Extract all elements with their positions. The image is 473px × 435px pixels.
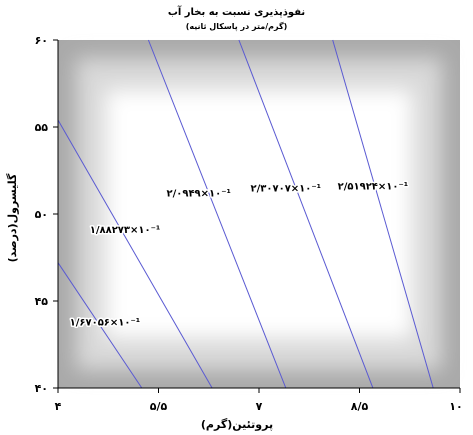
- contour-label-halo: ۱/۶۷۰۵۶×۱۰⁻¹: [70, 317, 141, 328]
- contour-labels: ۱/۶۷۰۵۶×۱۰⁻¹۱/۶۷۰۵۶×۱۰⁻¹۱/۸۸۲۷۳×۱۰⁻¹۱/۸۸…: [68, 180, 410, 330]
- contour-line-4: [238, 39, 374, 389]
- chart-title-block: نفوذپذیری نسبت به بخار آب (گرم/متر در پا…: [0, 0, 473, 38]
- x-tick-label: ۷: [256, 400, 263, 413]
- y-tick-label: ۶۰: [35, 34, 48, 47]
- contour-label-halo: ۲/۰۹۴۹×۱۰⁻¹: [166, 189, 230, 200]
- y-tick-label: ۵۰: [35, 208, 48, 221]
- plot-shade-center: [106, 90, 412, 338]
- x-tick-label: ۸/۵: [351, 400, 369, 413]
- contour-label-halo: ۱/۸۸۲۷۳×۱۰⁻¹: [90, 225, 161, 236]
- chart-title: نفوذپذیری نسبت به بخار آب: [167, 7, 306, 18]
- contour-label: ۲/۰۹۴۹×۱۰⁻¹: [166, 189, 230, 200]
- contour-label: ۲/۳۰۷۰۷×۱۰⁻¹: [251, 183, 322, 194]
- chart-subtitle: (گرم/متر در پاسکال ثانیه): [185, 22, 288, 31]
- contour-label-halo: ۲/۳۰۷۰۷×۱۰⁻¹: [251, 183, 322, 194]
- contour-label: ۲/۵۱۹۲۴×۱۰⁻¹: [338, 182, 409, 193]
- y-axis-ticks: ۴۰ ۴۵ ۵۰ ۵۵ ۶۰: [35, 34, 58, 395]
- x-tick-label: ۴: [55, 400, 62, 413]
- x-tick-label: ۵/۵: [150, 400, 168, 413]
- y-axis-label: گلیسرول(درصد): [6, 173, 19, 262]
- contour-line-1: [57, 262, 143, 389]
- contour-label: ۱/۸۸۲۷۳×۱۰⁻¹: [90, 225, 161, 236]
- contour-line-3: [147, 39, 287, 389]
- contour-line-2: [57, 119, 213, 389]
- y-tick-label: ۴۵: [35, 295, 49, 308]
- contour-label: ۱/۶۷۰۵۶×۱۰⁻¹: [70, 317, 141, 328]
- contour-label-halo: ۲/۵۱۹۲۴×۱۰⁻¹: [338, 182, 409, 193]
- contour-line-5: [332, 39, 434, 389]
- x-axis-ticks: ۴ ۵/۵ ۷ ۸/۵ ۱۰: [55, 388, 463, 413]
- y-tick-label: ۵۵: [35, 121, 49, 134]
- y-tick-label: ۴۰: [35, 382, 48, 395]
- plot-background: [58, 40, 460, 388]
- contour-lines: [57, 39, 434, 389]
- x-axis-label: پروتئین(گرم): [201, 418, 273, 431]
- x-tick-label: ۱۰: [449, 400, 462, 413]
